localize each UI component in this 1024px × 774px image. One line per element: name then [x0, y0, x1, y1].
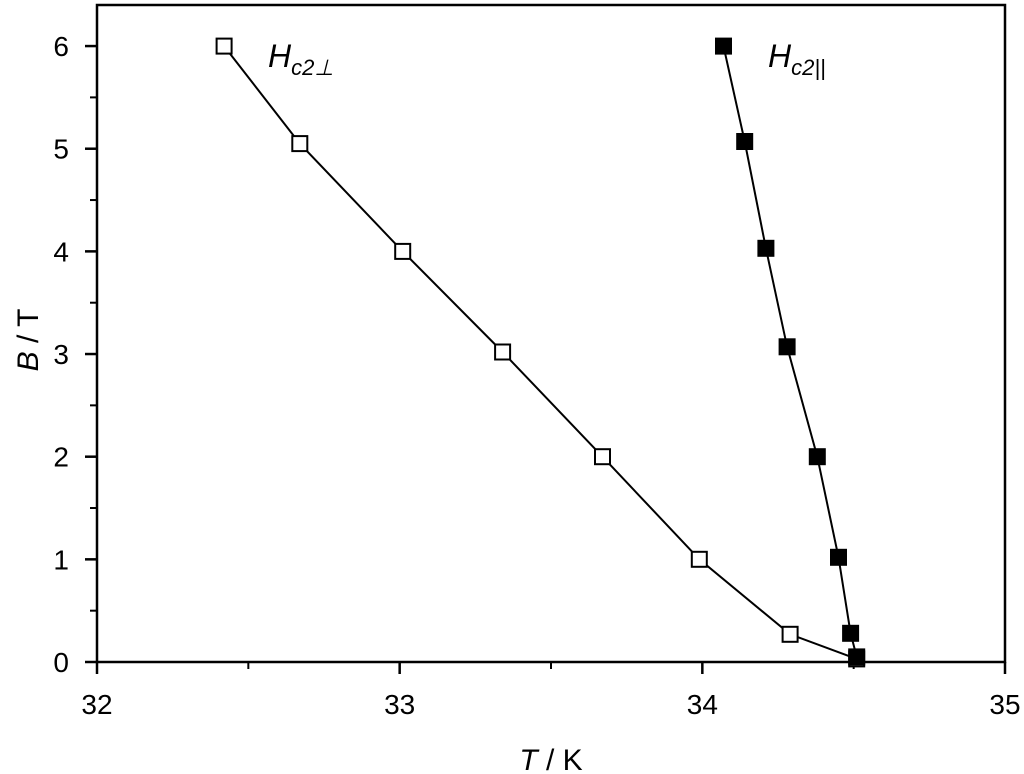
open-square-point	[594, 448, 611, 466]
filled-square-point	[848, 648, 866, 666]
filled-square-point	[757, 239, 775, 257]
series-label-perp: Hc2⊥	[268, 38, 334, 80]
y-tick-label: 5	[53, 134, 69, 165]
y-tick-label: 4	[53, 236, 69, 267]
y-tick-label: 2	[53, 442, 69, 473]
x-tick-label: 35	[989, 689, 1020, 720]
x-tick-label: 34	[687, 689, 718, 720]
open-square-point	[291, 135, 309, 153]
series-lines	[223, 45, 858, 660]
open-square-point	[494, 343, 512, 361]
y-axis-title: B / T	[12, 309, 45, 372]
filled-square-point	[808, 448, 826, 466]
series-line-1	[722, 45, 858, 658]
open-square-point	[394, 242, 412, 260]
open-square-point	[781, 625, 799, 643]
series-points	[215, 37, 866, 668]
filled-square-point	[830, 548, 847, 566]
open-square-point	[215, 37, 233, 55]
plot-frame	[95, 3, 1007, 664]
y-tick-label: 6	[53, 31, 69, 62]
open-square-point	[690, 550, 708, 568]
y-tick-label: 0	[53, 647, 69, 678]
filled-square-point	[842, 624, 860, 642]
x-axis-title: T / K	[519, 744, 582, 774]
y-tick-label: 1	[53, 544, 69, 575]
y-tick-label: 3	[53, 339, 69, 370]
x-tick-label: 32	[81, 689, 112, 720]
x-tick-label: 33	[384, 689, 415, 720]
axis-ticks	[85, 44, 1007, 674]
filled-square-point	[715, 37, 732, 55]
series-line-0	[223, 45, 858, 660]
filled-square-point	[736, 133, 754, 150]
filled-square-point	[778, 338, 796, 356]
series-label-parallel: Hc2||	[768, 38, 826, 80]
